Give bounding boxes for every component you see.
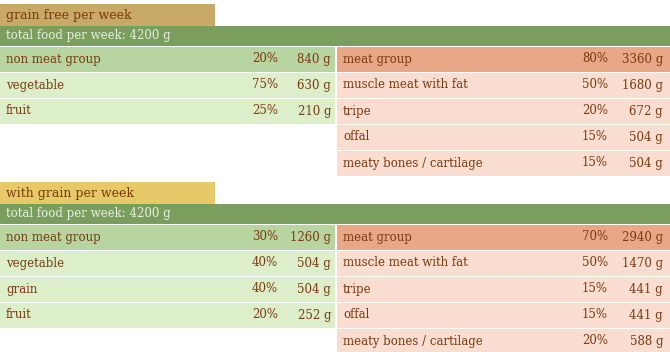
Text: 588 g: 588 g bbox=[630, 334, 663, 347]
Bar bbox=[337, 302, 670, 328]
Text: vegetable: vegetable bbox=[6, 78, 64, 92]
Bar bbox=[0, 302, 335, 303]
Bar bbox=[0, 150, 335, 176]
Text: 50%: 50% bbox=[582, 78, 608, 92]
Text: grain free per week: grain free per week bbox=[6, 8, 131, 21]
Text: 15%: 15% bbox=[582, 157, 608, 170]
Bar bbox=[0, 250, 335, 251]
Text: 504 g: 504 g bbox=[297, 257, 331, 270]
Text: 15%: 15% bbox=[582, 131, 608, 144]
Bar bbox=[0, 204, 670, 224]
Bar bbox=[0, 224, 335, 250]
Text: 3360 g: 3360 g bbox=[622, 52, 663, 65]
Text: meaty bones / cartilage: meaty bones / cartilage bbox=[343, 157, 483, 170]
Text: 504 g: 504 g bbox=[297, 283, 331, 295]
Text: 1680 g: 1680 g bbox=[622, 78, 663, 92]
Text: non meat group: non meat group bbox=[6, 52, 100, 65]
Text: with grain per week: with grain per week bbox=[6, 187, 134, 200]
Text: non meat group: non meat group bbox=[6, 231, 100, 244]
Bar bbox=[337, 150, 670, 151]
Text: 210 g: 210 g bbox=[297, 105, 331, 118]
Bar bbox=[337, 328, 670, 352]
Text: 50%: 50% bbox=[582, 257, 608, 270]
Text: tripe: tripe bbox=[343, 283, 372, 295]
Text: meat group: meat group bbox=[343, 52, 412, 65]
Text: vegetable: vegetable bbox=[6, 257, 64, 270]
Text: 20%: 20% bbox=[252, 308, 278, 321]
Bar bbox=[337, 124, 670, 125]
Text: fruit: fruit bbox=[6, 105, 31, 118]
Bar bbox=[337, 124, 670, 150]
Text: 630 g: 630 g bbox=[297, 78, 331, 92]
Text: muscle meat with fat: muscle meat with fat bbox=[343, 257, 468, 270]
Bar bbox=[337, 150, 670, 176]
Bar bbox=[337, 250, 670, 251]
Text: 504 g: 504 g bbox=[629, 157, 663, 170]
Text: muscle meat with fat: muscle meat with fat bbox=[343, 78, 468, 92]
Bar bbox=[337, 72, 670, 98]
Text: 70%: 70% bbox=[582, 231, 608, 244]
Text: 2940 g: 2940 g bbox=[622, 231, 663, 244]
Bar bbox=[0, 72, 335, 73]
Text: tripe: tripe bbox=[343, 105, 372, 118]
Bar bbox=[0, 4, 215, 26]
Text: fruit: fruit bbox=[6, 308, 31, 321]
Text: 1470 g: 1470 g bbox=[622, 257, 663, 270]
Text: 840 g: 840 g bbox=[297, 52, 331, 65]
Bar bbox=[0, 276, 335, 302]
Bar bbox=[0, 224, 670, 225]
Bar bbox=[0, 182, 215, 204]
Text: 672 g: 672 g bbox=[629, 105, 663, 118]
Text: 80%: 80% bbox=[582, 52, 608, 65]
Text: total food per week: 4200 g: total food per week: 4200 g bbox=[6, 30, 171, 43]
Text: 30%: 30% bbox=[252, 231, 278, 244]
Bar bbox=[0, 98, 335, 124]
Text: 15%: 15% bbox=[582, 283, 608, 295]
Bar bbox=[0, 72, 335, 98]
Bar bbox=[0, 302, 335, 328]
Bar bbox=[335, 224, 337, 352]
Bar bbox=[337, 276, 670, 277]
Bar bbox=[0, 46, 335, 72]
Bar bbox=[337, 276, 670, 302]
Bar bbox=[337, 250, 670, 276]
Bar bbox=[0, 124, 335, 150]
Text: total food per week: 4200 g: total food per week: 4200 g bbox=[6, 207, 171, 220]
Text: 252 g: 252 g bbox=[297, 308, 331, 321]
Bar bbox=[0, 26, 670, 46]
Text: 20%: 20% bbox=[252, 52, 278, 65]
Bar bbox=[0, 46, 670, 47]
Text: meat group: meat group bbox=[343, 231, 412, 244]
Bar bbox=[0, 328, 335, 352]
Text: 15%: 15% bbox=[582, 308, 608, 321]
Bar bbox=[335, 46, 337, 176]
Text: 40%: 40% bbox=[252, 283, 278, 295]
Text: 441 g: 441 g bbox=[629, 308, 663, 321]
Bar bbox=[0, 250, 335, 276]
Bar bbox=[337, 98, 670, 99]
Text: 20%: 20% bbox=[582, 334, 608, 347]
Text: 504 g: 504 g bbox=[629, 131, 663, 144]
Text: 40%: 40% bbox=[252, 257, 278, 270]
Text: 1260 g: 1260 g bbox=[290, 231, 331, 244]
Text: meaty bones / cartilage: meaty bones / cartilage bbox=[343, 334, 483, 347]
Bar bbox=[0, 276, 335, 277]
Bar bbox=[337, 302, 670, 303]
Text: grain: grain bbox=[6, 283, 38, 295]
Text: offal: offal bbox=[343, 131, 369, 144]
Text: 441 g: 441 g bbox=[629, 283, 663, 295]
Bar bbox=[337, 224, 670, 250]
Text: 20%: 20% bbox=[582, 105, 608, 118]
Bar bbox=[337, 328, 670, 329]
Bar bbox=[0, 98, 335, 99]
Bar bbox=[337, 46, 670, 72]
Bar bbox=[337, 72, 670, 73]
Text: offal: offal bbox=[343, 308, 369, 321]
Bar bbox=[337, 98, 670, 124]
Text: 25%: 25% bbox=[252, 105, 278, 118]
Text: 75%: 75% bbox=[252, 78, 278, 92]
